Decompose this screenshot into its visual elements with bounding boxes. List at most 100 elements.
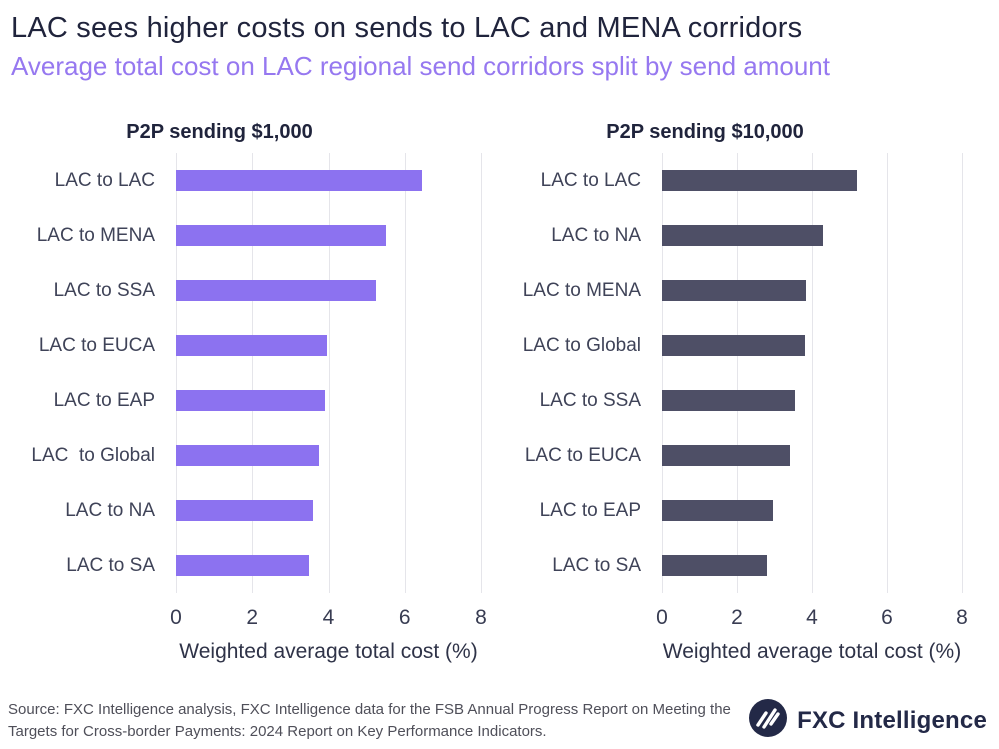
category-label: LAC to EUCA <box>38 334 155 356</box>
category-label: LAC to Global <box>522 334 641 356</box>
fxc-logo-icon <box>748 698 788 743</box>
category-label: LAC to MENA <box>522 279 641 301</box>
category-label: LAC to SSA <box>53 279 155 301</box>
x-tick-label: 8 <box>956 606 968 629</box>
bar-row: LAC to EAP <box>10 373 481 428</box>
gridline <box>737 153 738 593</box>
gridline <box>887 153 888 593</box>
chart-p2p-10000: P2P sending $10,000 LAC to LAC LAC to NA L… <box>500 119 968 664</box>
page-title: LAC sees higher costs on sends to LAC an… <box>11 12 803 44</box>
category-label: LAC to EUCA <box>524 444 641 466</box>
bar <box>662 555 767 576</box>
source-text: Source: FXC Intelligence analysis, FXC I… <box>8 700 731 740</box>
bar-track <box>176 170 481 191</box>
fxc-logo: FXC Intelligence <box>748 698 987 743</box>
charts-container: P2P sending $1,000 LAC to LAC LAC to MENA… <box>10 119 968 664</box>
bar-track <box>176 555 481 576</box>
bar-track <box>662 335 962 356</box>
footer: Source: FXC Intelligence analysis, FXC I… <box>8 698 987 743</box>
category-label: LAC to Global <box>31 444 155 466</box>
x-tick-label: 2 <box>731 606 743 629</box>
gridline <box>404 153 406 593</box>
category-label: LAC to SA <box>66 554 155 576</box>
bar-row: LAC to EUCA <box>500 428 962 483</box>
bar-track <box>176 225 481 246</box>
x-tick-label: 4 <box>322 606 335 629</box>
bar <box>176 280 377 301</box>
bar-row: LAC to LAC <box>10 153 481 208</box>
page-subtitle: Average total cost on LAC regional send … <box>11 51 830 81</box>
chart-p2p-1000: P2P sending $1,000 LAC to LAC LAC to MENA… <box>10 119 487 664</box>
gridline <box>481 153 482 593</box>
bar-track <box>176 445 481 466</box>
category-label: LAC to SA <box>552 554 641 576</box>
bar-row: LAC to SA <box>500 538 962 593</box>
bar <box>662 445 790 466</box>
logo-text: FXC Intelligence <box>797 706 987 734</box>
gridline <box>252 153 254 593</box>
gridline <box>812 153 813 593</box>
gridlines <box>662 153 963 593</box>
bar-track <box>662 170 962 191</box>
bar-track <box>662 555 962 576</box>
bar <box>176 225 386 246</box>
bar-row: LAC to MENA <box>500 263 962 318</box>
bar-track <box>176 390 481 411</box>
bar <box>176 390 325 411</box>
category-label: LAC to NA <box>65 499 155 521</box>
bar-row: LAC to SSA <box>500 373 962 428</box>
gridline <box>176 153 177 593</box>
bar-track <box>176 500 481 521</box>
bar-row: LAC to Global <box>500 318 962 373</box>
bar <box>176 170 422 191</box>
category-label: LAC to SSA <box>539 389 641 411</box>
rows: LAC to LAC LAC to MENA LAC to SSA LAC to EU… <box>10 153 481 593</box>
x-axis-label: Weighted average total cost (%) <box>179 640 478 663</box>
bar <box>662 225 824 246</box>
rows: LAC to LAC LAC to NA LAC to MENA LAC to Glo… <box>500 153 962 593</box>
bar-row: LAC to MENA <box>10 208 481 263</box>
bar <box>662 335 805 356</box>
chart-title: P2P sending $10,000 <box>606 121 804 143</box>
bar-row: LAC to SA <box>10 538 481 593</box>
bar-row: LAC to NA <box>500 208 962 263</box>
bar-row: LAC to SSA <box>10 263 481 318</box>
plot-area: LAC to LAC LAC to MENA LAC to SSA LAC to EU… <box>10 153 482 593</box>
bar <box>662 390 796 411</box>
x-ticks: 0 2 4 6 8 <box>170 605 487 631</box>
plot-area: LAC to LAC LAC to NA LAC to MENA LAC to Glo… <box>500 153 963 593</box>
bar-track <box>662 225 962 246</box>
bar <box>662 280 807 301</box>
bar-row: LAC to LAC <box>500 153 962 208</box>
bar-row: LAC to NA <box>10 483 481 538</box>
x-tick-label: 6 <box>398 606 411 629</box>
bar-row: LAC to Global <box>10 428 481 483</box>
category-label: LAC to EAP <box>53 389 155 411</box>
category-label: LAC to LAC <box>54 169 155 191</box>
bar-track <box>662 445 962 466</box>
bar <box>176 500 314 521</box>
x-tick-label: 0 <box>170 606 182 629</box>
bar-track <box>662 390 962 411</box>
gridline <box>328 153 330 593</box>
x-tick-label: 8 <box>475 606 487 629</box>
bar-row: LAC to EUCA <box>10 318 481 373</box>
bar-track <box>176 280 481 301</box>
gridline <box>662 153 663 593</box>
x-ticks: 0 2 4 6 8 <box>656 605 968 631</box>
category-label: LAC to NA <box>551 224 641 246</box>
category-label: LAC to MENA <box>36 224 155 246</box>
bar <box>662 500 773 521</box>
gridline <box>962 153 963 593</box>
x-tick-label: 4 <box>806 606 818 629</box>
x-tick-label: 2 <box>246 606 259 629</box>
bar <box>176 445 319 466</box>
bar <box>176 555 310 576</box>
gridlines <box>176 153 482 593</box>
category-label: LAC to EAP <box>539 499 641 521</box>
bar <box>176 335 327 356</box>
chart-title: P2P sending $1,000 <box>126 121 313 143</box>
bar-track <box>662 500 962 521</box>
x-tick-label: 0 <box>656 606 668 629</box>
bar-track <box>662 280 962 301</box>
